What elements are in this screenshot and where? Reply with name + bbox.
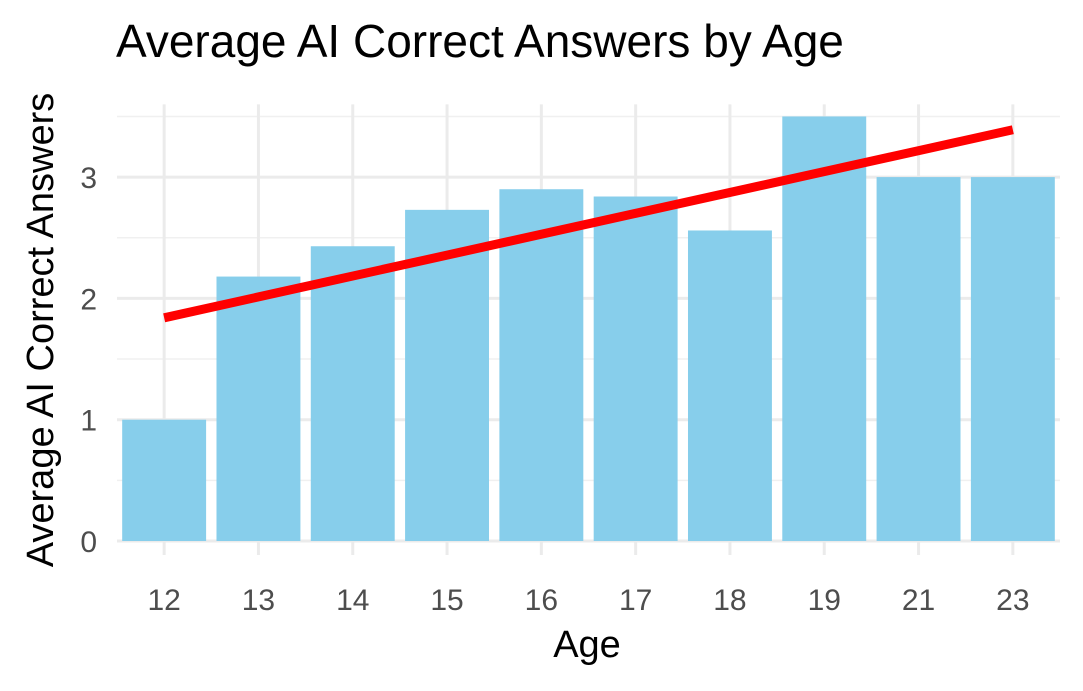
- y-axis-title: Average AI Correct Answers: [20, 93, 62, 568]
- chart-title: Average AI Correct Answers by Age: [116, 15, 844, 67]
- y-axis-ticks: 0 1 2 3: [80, 162, 97, 559]
- bar-23: [970, 177, 1055, 541]
- bar-21: [876, 177, 961, 541]
- y-tick-label: 2: [80, 283, 97, 316]
- x-tick-label: 15: [430, 584, 463, 617]
- trend-line: [163, 125, 1014, 323]
- x-tick-label: 16: [525, 584, 558, 617]
- trend-line-group: [163, 125, 1014, 323]
- bar-13: [216, 276, 301, 541]
- x-tick-label: 23: [996, 584, 1029, 617]
- x-tick-label: 19: [808, 584, 841, 617]
- bar-17: [593, 196, 678, 541]
- x-tick-label: 18: [713, 584, 746, 617]
- y-tick-label: 0: [80, 526, 97, 559]
- bar-19: [782, 116, 867, 541]
- y-tick-label: 1: [80, 405, 97, 438]
- x-tick-label: 14: [336, 584, 369, 617]
- x-tick-label: 12: [147, 584, 180, 617]
- bar-12: [122, 419, 207, 541]
- x-tick-label: 17: [619, 584, 652, 617]
- x-tick-label: 21: [902, 584, 935, 617]
- x-axis-title: Age: [553, 624, 621, 666]
- bar-16: [499, 189, 584, 542]
- x-tick-label: 13: [242, 584, 275, 617]
- bars: [122, 116, 1055, 542]
- x-axis-ticks: 12 13 14 15 16 17 18 19 21 23: [147, 584, 1029, 617]
- y-tick-label: 3: [80, 162, 97, 195]
- bar-14: [310, 246, 395, 541]
- bar-18: [687, 230, 772, 542]
